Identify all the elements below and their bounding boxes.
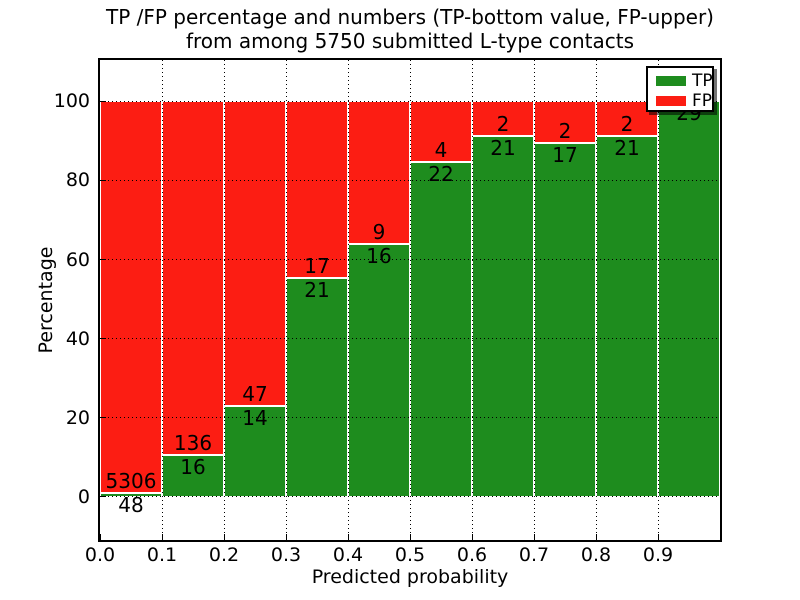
fp-count-label: 4 (434, 138, 448, 163)
x-tick-mark (533, 534, 535, 540)
fp-bar-segment (224, 101, 286, 406)
fp-count-label: 2 (620, 111, 634, 136)
tp-bar-segment (658, 101, 720, 497)
gridline-vertical (471, 60, 473, 540)
chart-title-line1: TP /FP percentage and numbers (TP-bottom… (106, 5, 714, 29)
y-tick-mark (100, 100, 106, 102)
gridline-vertical (409, 60, 411, 540)
x-tick-label: 0.2 (208, 544, 240, 566)
fp-count-label: 47 (242, 381, 268, 406)
x-tick-label: 0.5 (394, 544, 426, 566)
tp-count-label: 22 (428, 162, 454, 187)
tp-bar-segment (224, 405, 286, 497)
legend-item-fp: FP (648, 91, 712, 111)
y-tick-label: 20 (65, 406, 90, 429)
x-tick-mark (595, 534, 597, 540)
tp-count-label: 16 (366, 243, 392, 268)
x-tick-label: 0.4 (332, 544, 364, 566)
tp-count-label: 21 (614, 135, 640, 160)
tp-bar-segment (596, 135, 658, 497)
x-tick-label: 0.8 (580, 544, 612, 566)
tp-count-label: 14 (242, 405, 268, 430)
y-tick-label: 60 (65, 248, 90, 271)
chart-title: TP /FP percentage and numbers (TP-bottom… (100, 5, 720, 53)
tp-count-label: 48 (118, 493, 144, 517)
x-tick-label: 0.1 (146, 544, 178, 566)
y-tick-label: 40 (65, 327, 90, 350)
fp-count-label: 136 (173, 430, 213, 455)
y-tick-mark (100, 417, 106, 419)
fp-count-label: 9 (372, 219, 386, 244)
tp-bar-segment (472, 135, 534, 497)
y-tick-mark (100, 338, 106, 340)
tp-count-label: 17 (552, 143, 578, 168)
y-tick-label: 80 (65, 169, 90, 192)
x-tick-mark (285, 534, 287, 540)
fp-count-label: 5306 (105, 469, 157, 493)
tp-bar-segment (534, 143, 596, 497)
fp-count-label: 17 (304, 254, 330, 279)
chart-title-line2: from among 5750 submitted L-type contact… (185, 29, 635, 53)
x-tick-label: 0.7 (518, 544, 550, 566)
legend-label-tp: TP (692, 71, 713, 91)
x-tick-label: 0.3 (270, 544, 302, 566)
gridline-vertical (223, 60, 225, 540)
fp-swatch-icon (656, 96, 686, 106)
tp-count-label: 21 (490, 135, 516, 160)
y-tick-label: 0 (77, 485, 90, 508)
gridline-vertical (161, 60, 163, 540)
x-tick-mark (409, 534, 411, 540)
y-tick-mark (100, 179, 106, 181)
y-tick-mark (100, 496, 106, 498)
gridline-vertical (285, 60, 287, 540)
x-tick-mark (471, 534, 473, 540)
tp-bar-segment (286, 278, 348, 497)
x-tick-label: 0.6 (456, 544, 488, 566)
legend: TP FP (646, 66, 714, 112)
x-tick-label: 0.0 (84, 544, 116, 566)
tp-count-label: 16 (180, 454, 206, 479)
fp-count-label: 2 (496, 111, 510, 136)
x-tick-mark (223, 534, 225, 540)
legend-label-fp: FP (692, 91, 713, 111)
tp-count-label: 21 (304, 278, 330, 303)
tp-swatch-icon (656, 76, 686, 86)
tp-bar-segment (410, 162, 472, 497)
x-tick-mark (161, 534, 163, 540)
legend-item-tp: TP (648, 71, 713, 91)
gridline-vertical (347, 60, 349, 540)
x-tick-label: 0.9 (642, 544, 674, 566)
x-tick-mark (657, 534, 659, 540)
gridline-vertical (657, 60, 659, 540)
x-tick-mark (347, 534, 349, 540)
y-tick-label: 100 (53, 90, 90, 113)
tp-bar-segment (348, 243, 410, 497)
gridline-vertical (533, 60, 535, 540)
x-axis-label: Predicted probability (311, 566, 509, 588)
fp-count-label: 2 (558, 119, 572, 144)
gridline-vertical (595, 60, 597, 540)
y-tick-mark (100, 259, 106, 260)
x-tick-mark (99, 534, 101, 540)
